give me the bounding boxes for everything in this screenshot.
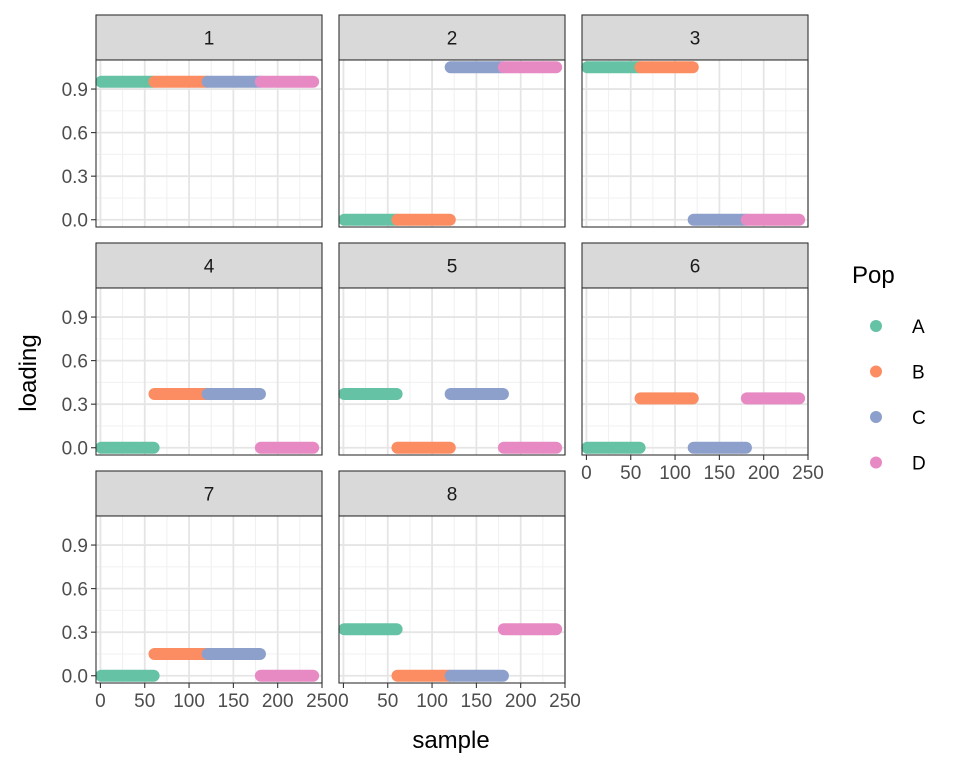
panel-background: [96, 60, 322, 227]
legend-label-B: B: [912, 363, 925, 384]
x-tick-label: 250: [792, 463, 824, 484]
y-tick-label: 0.9: [62, 308, 88, 329]
legend-key-B: [870, 365, 882, 378]
facet-panel-3: 3: [581, 14, 809, 228]
y-tick-label: 0.3: [62, 395, 88, 416]
x-tick-label: 150: [218, 691, 250, 712]
x-tick-label: 250: [549, 691, 581, 712]
y-tick-label: 0.3: [62, 167, 88, 188]
panel-border: [581, 59, 809, 228]
facet-strip: [581, 242, 809, 289]
y-tick-label: 0.9: [62, 80, 88, 101]
panel-background: [582, 288, 808, 455]
facet-strip-label: 8: [447, 485, 458, 506]
facet-strip: [581, 14, 809, 61]
x-tick-label: 250: [306, 691, 338, 712]
facet-panel-1: 1 0.0 0.3 0.6 0.9: [62, 14, 323, 232]
x-tick-label: 0: [581, 463, 592, 484]
x-tick-label: 200: [505, 691, 537, 712]
x-tick-label: 50: [134, 691, 155, 712]
panel-background: [582, 60, 808, 227]
y-tick-label: 0.0: [62, 439, 88, 460]
facet-strip: [338, 470, 566, 517]
y-tick-label: 0.6: [62, 352, 88, 373]
x-tick-label: 150: [704, 463, 736, 484]
legend-title: Pop: [852, 262, 895, 289]
panel-background: [339, 288, 565, 455]
facet-panel-5: 5: [338, 242, 566, 456]
y-axis-title: loading: [15, 334, 42, 411]
facet-panel-7: 7 0.0 0.3 0.6 0.9 0 50 100 150 200 250: [62, 470, 338, 712]
y-tick-label: 0.0: [62, 667, 88, 688]
x-tick-label: 0: [338, 691, 349, 712]
x-tick-label: 100: [173, 691, 205, 712]
x-tick-label: 150: [461, 691, 493, 712]
facet-panel-4: 4 0.0 0.3 0.6 0.9: [62, 242, 323, 460]
y-tick-label: 0.9: [62, 536, 88, 557]
legend-key-D: [870, 456, 882, 469]
x-tick-label: 0: [95, 691, 106, 712]
facet-strip: [338, 242, 566, 289]
facet-panel-8: 8 0 50 100 150 200 250: [338, 470, 581, 712]
panel-border: [95, 515, 323, 684]
panel-background: [339, 516, 565, 683]
panel-border: [338, 287, 566, 456]
y-tick-label: 0.0: [62, 211, 88, 232]
y-tick-label: 0.3: [62, 623, 88, 644]
legend-label-A: A: [912, 317, 925, 338]
facet-strip-label: 3: [690, 29, 701, 50]
x-tick-label: 50: [377, 691, 398, 712]
panel-background: [96, 288, 322, 455]
panel-border: [581, 287, 809, 456]
x-tick-label: 100: [659, 463, 691, 484]
y-tick-label: 0.6: [62, 124, 88, 145]
facet-panel-6: 6 0 50 100 150 200 250: [581, 242, 824, 484]
facet-strip-label: 2: [447, 29, 458, 50]
legend-label-C: C: [912, 408, 926, 429]
legend-key-C: [870, 411, 882, 423]
legend-key-A: [870, 320, 882, 332]
panel-background: [339, 60, 565, 227]
y-tick-label: 0.6: [62, 580, 88, 601]
facet-strip: [95, 242, 323, 289]
legend-label-D: D: [912, 454, 926, 475]
facet-strip-label: 7: [204, 485, 215, 506]
panel-border: [95, 59, 323, 228]
facet-strip: [95, 470, 323, 517]
x-axis-title: sample: [412, 727, 489, 754]
facet-strip-label: 4: [204, 257, 215, 278]
panel-border: [95, 287, 323, 456]
facet-strip: [95, 14, 323, 61]
x-tick-label: 100: [416, 691, 448, 712]
facet-strip-label: 5: [447, 257, 458, 278]
facet-panel-2: 2: [338, 14, 566, 228]
facet-strip-label: 6: [690, 257, 701, 278]
legend: Pop A B C D: [852, 262, 926, 475]
x-tick-label: 200: [748, 463, 780, 484]
facet-strip-label: 1: [204, 29, 215, 50]
panel-border: [338, 515, 566, 684]
x-tick-label: 50: [620, 463, 641, 484]
x-tick-label: 200: [262, 691, 294, 712]
panel-border: [338, 59, 566, 228]
